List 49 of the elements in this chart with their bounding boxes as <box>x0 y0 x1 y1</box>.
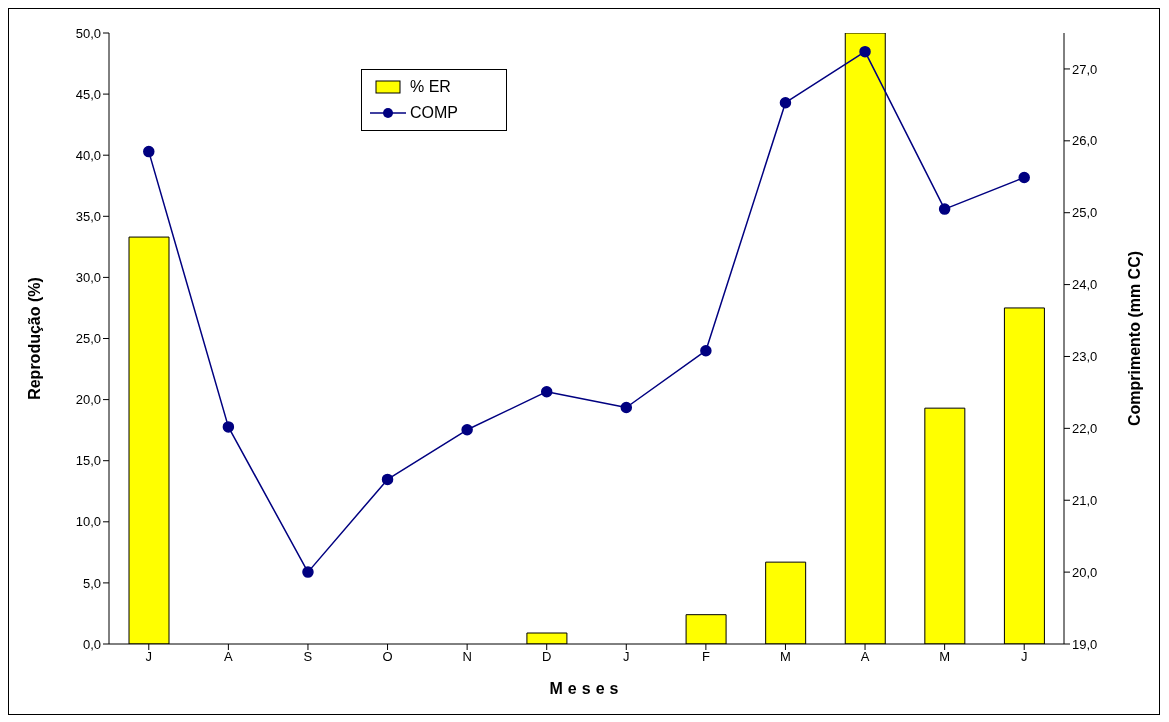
legend-label: % ER <box>410 78 451 96</box>
x-tick-label: A <box>224 649 234 665</box>
y-tick-label: 15,0 <box>75 453 101 469</box>
point <box>1018 171 1030 184</box>
point <box>461 424 473 436</box>
y2-tick-label: 25,0 <box>1072 205 1098 221</box>
x-tick-label: M <box>939 649 951 665</box>
y-tick-label: 35,0 <box>75 208 101 224</box>
y-tick-label: 0,0 <box>82 636 101 652</box>
y2-tick-label: 22,0 <box>1072 420 1098 436</box>
point <box>620 401 633 414</box>
x-tick-label: D <box>542 649 552 665</box>
point <box>540 385 553 398</box>
point <box>381 473 394 486</box>
y2-tick-label: 26,0 <box>1072 133 1098 149</box>
x-tick-label: S <box>303 649 313 665</box>
y2-tick-label: 20,0 <box>1072 564 1098 580</box>
y-axis-title: Reprodução (%) <box>25 277 43 400</box>
y-tick-label: 20,0 <box>75 392 101 408</box>
y2-tick-label: 19,0 <box>1072 636 1098 652</box>
x-tick-label: M <box>780 649 791 665</box>
y2-tick-label: 27,0 <box>1072 61 1098 77</box>
y-tick-label: 45,0 <box>75 86 101 102</box>
point <box>700 344 712 357</box>
y-tick-label: 40,0 <box>75 147 101 163</box>
point <box>938 203 951 215</box>
y-tick-label: 5,0 <box>82 575 101 591</box>
x-tick-label: A <box>860 649 870 665</box>
point <box>779 96 792 109</box>
point <box>302 566 314 578</box>
x-tick-label: F <box>701 649 710 665</box>
legend-label: COMP <box>410 104 458 122</box>
point <box>143 145 155 158</box>
y2-tick-label: 21,0 <box>1072 492 1098 508</box>
x-tick-label: J <box>1020 649 1028 665</box>
x-axis-title: Meses <box>549 680 624 697</box>
y2-tick-label: 23,0 <box>1072 349 1098 365</box>
y-tick-label: 10,0 <box>75 514 101 530</box>
point <box>859 45 871 58</box>
y2-tick-label: 24,0 <box>1072 277 1098 293</box>
y2-axis-title: Comprimento (mm CC) <box>1125 250 1143 427</box>
y-tick-label: 50,0 <box>75 25 101 41</box>
x-tick-label: N <box>462 649 472 665</box>
y-tick-label: 30,0 <box>75 270 101 286</box>
y-tick-label: 25,0 <box>75 331 101 347</box>
x-tick-label: O <box>382 649 393 665</box>
x-tick-label: J <box>623 649 630 665</box>
x-tick-label: J <box>145 649 153 665</box>
point <box>222 421 235 433</box>
